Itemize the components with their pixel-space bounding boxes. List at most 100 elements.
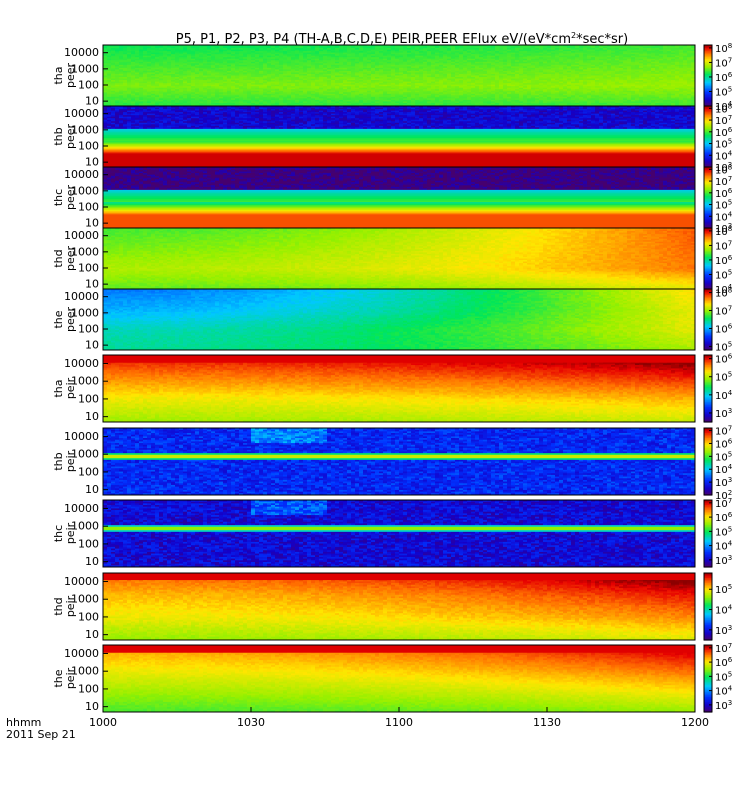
y-tick-label: 1000 <box>71 593 99 606</box>
colorbar-tick-label: 104 <box>715 389 733 402</box>
colorbar-tick-label: 105 <box>715 450 732 463</box>
y-tick-label: 10000 <box>64 430 99 443</box>
colorbar-tick-label: 108 <box>715 102 732 115</box>
panel-frame <box>102 499 696 568</box>
spectrogram-cells <box>103 167 695 228</box>
colorbar-tick-label: 104 <box>715 149 733 162</box>
panel-frame <box>102 288 696 351</box>
colorbar-tick-label: 104 <box>715 210 733 223</box>
y-tick-label: 10 <box>85 156 99 169</box>
panel-label-line: thb <box>52 127 65 145</box>
colorbar-tick-label: 107 <box>715 305 732 318</box>
y-tick-label: 1000 <box>71 306 99 319</box>
y-tick-label: 10 <box>85 628 99 641</box>
spectrogram-cells <box>103 228 695 289</box>
y-tick-label: 10000 <box>64 229 99 242</box>
spectrogram-panels: 10100100010000thapeer1041051061071081010… <box>52 42 733 713</box>
spectrogram-cells <box>103 428 695 495</box>
colorbar-tick-label: 105 <box>715 199 732 212</box>
high-energy-band <box>103 573 695 581</box>
colorbar-tick-label: 108 <box>715 225 732 238</box>
panel-frame <box>102 354 696 423</box>
y-tick-label: 10000 <box>64 46 99 59</box>
colorbar-tick-label: 104 <box>715 604 733 617</box>
colorbar-tick-label: 103 <box>715 407 732 420</box>
x-axis-label-line-1: hhmm <box>6 716 41 729</box>
figure-title-superscript: 2 <box>571 31 576 40</box>
colorbar-tick-label: 105 <box>715 268 732 281</box>
colorbar-tick-label: 105 <box>715 138 732 151</box>
y-tick-label: 100 <box>78 139 99 152</box>
panel-label-line: peer <box>64 124 77 150</box>
y-tick-label: 100 <box>78 465 99 478</box>
panel-label-line: the <box>52 310 65 328</box>
y-tick-label: 10 <box>85 555 99 568</box>
colorbar-tick-label: 107 <box>715 175 732 188</box>
panel-label: thepeir <box>52 667 77 689</box>
colorbar-tick-label: 107 <box>715 114 732 127</box>
panel-label-line: peir <box>64 377 77 399</box>
y-tick-label: 1000 <box>71 184 99 197</box>
y-tick-label: 10 <box>85 278 99 291</box>
figure-title-main: P5, P1, P2, P3, P4 (TH-A,B,C,D,E) PEIR,P… <box>176 32 571 47</box>
panel-label-line: peer <box>64 307 77 333</box>
colorbar-tick-label: 108 <box>715 287 732 300</box>
y-tick-label: 100 <box>78 610 99 623</box>
spectrogram-cells <box>103 106 695 167</box>
panel-tha-peir: 10 100 1000 10000 thapeir 103 104 105 106 <box>52 353 733 424</box>
colorbar-tick-label: 104 <box>715 540 733 553</box>
colorbar-tick-label: 103 <box>715 476 732 489</box>
colorbar: 105 106 107 108 <box>703 287 733 353</box>
colorbar-tick-label: 106 <box>715 511 733 524</box>
colorbar-tick-label: 104 <box>715 100 733 113</box>
y-tick-label: 1000 <box>71 123 99 136</box>
y-tick-label: 1000 <box>71 245 99 258</box>
y-tick-label: 1000 <box>71 448 99 461</box>
spectrogram-cells <box>103 355 695 422</box>
y-tick-label: 10 <box>85 483 99 496</box>
panel-frame <box>102 427 696 496</box>
colorbar-tick-label: 103 <box>715 624 732 637</box>
colorbar-tick-label: 104 <box>715 685 733 698</box>
spectrogram-cells <box>103 45 695 106</box>
spectrogram-cells <box>103 573 695 640</box>
high-energy-band <box>103 645 695 653</box>
panel-label-line: peir <box>64 667 77 689</box>
colorbar-tick-label: 105 <box>715 340 732 353</box>
panel-label-line: tha <box>52 66 65 84</box>
colorbar-tick-label: 106 <box>715 353 733 366</box>
panel-label-line: peer <box>64 185 77 211</box>
panel-label-line: thc <box>52 525 65 542</box>
colorbar-tick-label: 108 <box>715 163 732 176</box>
colorbar-tick-label: 106 <box>715 437 733 450</box>
y-tick-label: 100 <box>78 200 99 213</box>
y-tick-label: 10 <box>85 700 99 713</box>
y-tick-label: 10 <box>85 95 99 108</box>
y-tick-label: 100 <box>78 392 99 405</box>
y-tick-label: 100 <box>78 261 99 274</box>
y-tick-label: 100 <box>78 322 99 335</box>
colorbar-tick-label: 106 <box>715 656 733 669</box>
colorbar-tick-label: 104 <box>715 283 733 296</box>
colorbar-tick-label: 107 <box>715 56 732 69</box>
x-tick-label: 1130 <box>533 716 561 729</box>
panel-label: thdpeer <box>52 246 77 272</box>
colorbar-tick-label: 105 <box>715 525 732 538</box>
colorbar-tick-label: 107 <box>715 425 732 438</box>
x-tick-label: 1100 <box>385 716 413 729</box>
colorbar: 103 104 105 106 <box>703 353 733 423</box>
panel-frame <box>102 572 696 641</box>
panel-label: thapeer <box>52 63 77 89</box>
colorbar-tick-label: 107 <box>715 239 732 252</box>
panel-thd-peir: 10 100 1000 10000 thdpeir 103 104 105 <box>52 572 733 641</box>
spectrogram-cells <box>103 500 695 567</box>
colorbar-tick-label: 106 <box>715 322 733 335</box>
